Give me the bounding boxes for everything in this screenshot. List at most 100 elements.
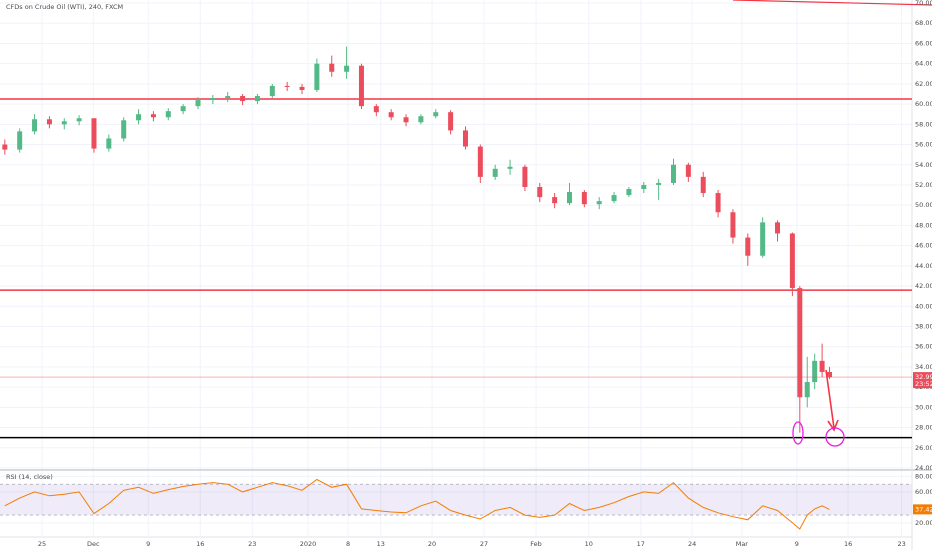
- candle-body: [760, 222, 766, 256]
- candle-body: [745, 237, 751, 256]
- candle-body: [299, 86, 305, 90]
- candle-body: [150, 114, 156, 118]
- y-tick-label: 80.00: [915, 472, 932, 480]
- candle-body: [106, 138, 112, 149]
- candle-body: [240, 96, 246, 102]
- x-tick-label: 20: [428, 540, 436, 548]
- candle-body: [566, 192, 572, 204]
- x-tick-label: Feb: [530, 540, 542, 548]
- candle-body: [492, 168, 498, 177]
- x-tick-label: 16: [196, 540, 204, 548]
- x-tick-label: 8: [346, 540, 350, 548]
- x-tick-label: Dec: [87, 540, 100, 548]
- candle-body: [388, 112, 394, 118]
- candle-body: [373, 106, 379, 113]
- rsi-value-label: 37.42: [915, 505, 932, 513]
- candle-body: [195, 100, 201, 107]
- candle-body: [715, 193, 721, 213]
- x-tick-label: 10: [585, 540, 593, 548]
- candle-body: [180, 106, 186, 112]
- y-tick-label: 30.00: [915, 403, 932, 411]
- y-tick-label: 58.00: [915, 120, 932, 128]
- candle-body: [730, 212, 736, 238]
- candle-body: [827, 371, 833, 378]
- y-tick-label: 56.00: [915, 141, 932, 149]
- candle-body: [626, 189, 632, 196]
- candle-body: [812, 360, 818, 383]
- y-tick-label: 24.00: [915, 464, 932, 472]
- y-tick-label: 42.00: [915, 282, 932, 290]
- y-tick-label: 68.00: [915, 19, 932, 27]
- candle-body: [611, 195, 617, 202]
- candle-body: [700, 176, 706, 194]
- candle-body: [358, 65, 364, 107]
- candle-body: [789, 233, 795, 289]
- x-tick-label: 2020: [300, 540, 317, 548]
- y-tick-label: 40.00: [915, 302, 932, 310]
- rsi-badge: [913, 504, 932, 515]
- x-tick-label: 16: [844, 540, 852, 548]
- y-tick-label: 46.00: [915, 242, 932, 250]
- y-tick-label: 48.00: [915, 221, 932, 229]
- candle-body: [269, 85, 275, 97]
- y-tick-label: 50.00: [915, 201, 932, 209]
- last-price-badge: [913, 372, 932, 389]
- y-tick-label: 64.00: [915, 60, 932, 68]
- candle-body: [136, 114, 142, 121]
- candle-body: [656, 182, 662, 185]
- x-tick-label: 9: [146, 540, 150, 548]
- chart-title: CFDs on Crude Oil (WTI), 240, FXCM: [6, 3, 123, 11]
- marks: [0, 46, 912, 530]
- candle-body: [2, 144, 8, 150]
- x-tick-label: 9: [795, 540, 799, 548]
- arrow: [825, 369, 835, 429]
- x-tick-label: 24: [688, 540, 696, 548]
- x-tick-label: Mar: [736, 540, 749, 548]
- candle-body: [121, 120, 127, 139]
- candle-body: [819, 360, 825, 372]
- y-tick-label: 54.00: [915, 161, 932, 169]
- candle-body: [32, 119, 38, 132]
- candle-body: [581, 192, 587, 205]
- y-tick-label: 38.00: [915, 322, 932, 330]
- candle-body: [433, 112, 439, 117]
- candle-body: [225, 96, 231, 99]
- countdown-label: 23:52: [915, 380, 932, 388]
- candle-body: [418, 116, 424, 123]
- candle-body: [76, 118, 82, 122]
- candle-body: [537, 186, 543, 198]
- y-tick-label: 44.00: [915, 262, 932, 270]
- candle-body: [804, 382, 810, 398]
- candle-body: [596, 201, 602, 205]
- x-tick-label: 23: [897, 540, 905, 548]
- candle-body: [254, 96, 260, 102]
- y-tick-label: 20.00: [915, 519, 932, 527]
- y-tick-label: 28.00: [915, 424, 932, 432]
- candle-body: [685, 164, 691, 177]
- candle-body: [314, 63, 320, 90]
- candle-body: [91, 118, 97, 149]
- candle-body: [671, 164, 677, 183]
- candle-body: [403, 117, 409, 123]
- candle-body: [61, 121, 67, 125]
- x-tick-label: 25: [38, 540, 46, 548]
- candle-body: [284, 85, 290, 87]
- candle-body: [210, 98, 216, 101]
- circle-annotation: [792, 421, 804, 445]
- y-tick-label: 66.00: [915, 39, 932, 47]
- indicator-title: RSI (14, close): [6, 473, 53, 481]
- y-tick-label: 70.00: [915, 0, 932, 7]
- candle-body: [507, 166, 513, 169]
- candle-body: [477, 146, 483, 177]
- candle-body: [448, 112, 454, 131]
- x-tick-label: 23: [248, 540, 256, 548]
- grid: [0, 0, 912, 536]
- y-tick-label: 62.00: [915, 80, 932, 88]
- candle-body: [552, 197, 558, 204]
- last-price-label: 32.99: [915, 373, 932, 381]
- candle-body: [329, 63, 335, 72]
- x-tick-label: 17: [637, 540, 645, 548]
- y-tick-label: 60.00: [915, 488, 932, 496]
